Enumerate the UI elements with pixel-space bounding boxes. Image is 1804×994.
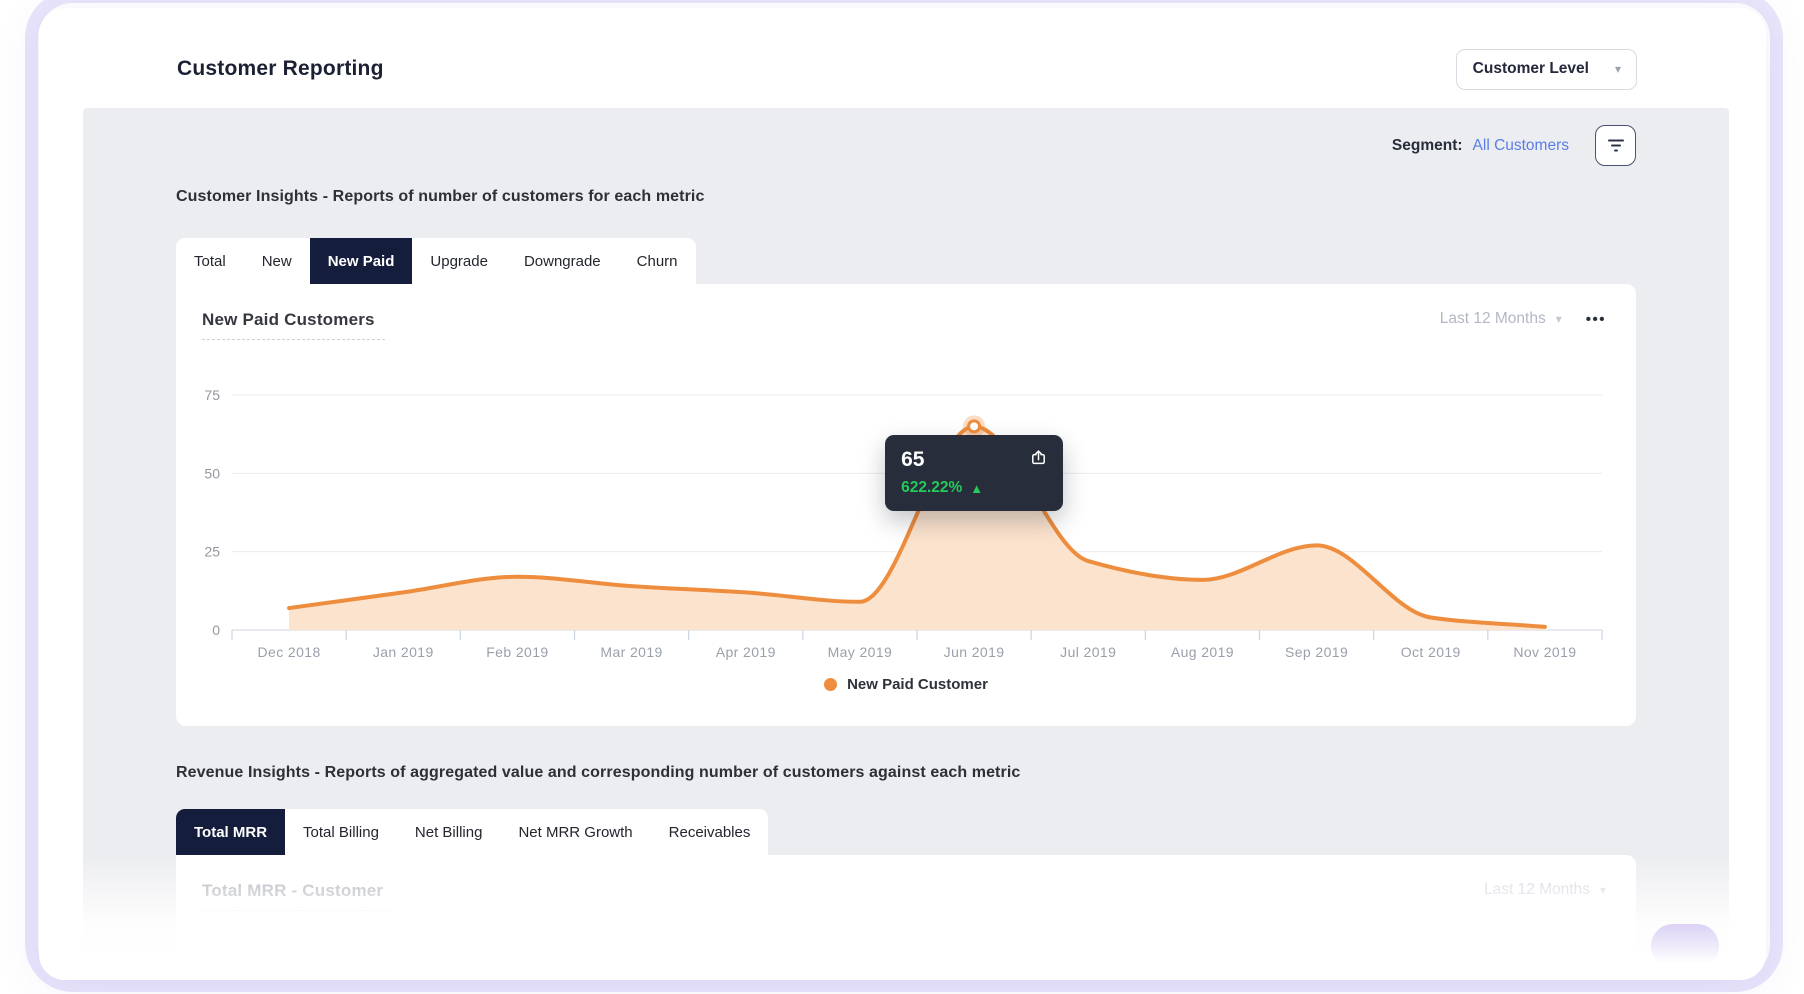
filter-icon: [1607, 139, 1624, 152]
customer-insights-heading: Customer Insights - Reports of number of…: [176, 188, 705, 205]
chevron-down-icon: ▾: [1599, 883, 1606, 897]
customer-tab-downgrade[interactable]: Downgrade: [506, 238, 619, 284]
x-axis-label: Nov 2019: [1513, 644, 1576, 660]
y-axis-label: 75: [204, 387, 220, 403]
line-chart[interactable]: 0 25 50 75 Dec 2018 Jan 2019 Feb 2019 Mar 2019 A…: [176, 370, 1612, 670]
revenue-tab-receivables[interactable]: Receivables: [651, 809, 769, 855]
export-icon[interactable]: [1030, 449, 1047, 471]
chart-title: Total MRR - Customer: [202, 881, 394, 911]
x-axis-label: Dec 2018: [258, 644, 321, 660]
revenue-insights-heading: Revenue Insights - Reports of aggregated…: [176, 764, 1021, 781]
customer-tab-new[interactable]: New: [244, 238, 310, 284]
customer-level-value: Customer Level: [1472, 60, 1589, 77]
x-axis-label: Jul 2019: [1060, 644, 1116, 660]
x-axis-label: Sep 2019: [1285, 644, 1348, 660]
x-axis-label: Jan 2019: [373, 644, 434, 660]
date-range-dropdown[interactable]: Last 12 Months ▾: [1484, 881, 1606, 899]
customer-tab-churn[interactable]: Churn: [619, 238, 696, 284]
y-axis-label: 50: [204, 465, 220, 481]
x-axis-label: Oct 2019: [1401, 644, 1461, 660]
customer-metric-tabs: Total New New Paid Upgrade Downgrade Churn: [176, 238, 696, 284]
chart-legend: New Paid Customer: [176, 676, 1636, 693]
data-point-marker: [967, 419, 982, 434]
app-window: Customer Reporting Customer Level ▾ Segm…: [39, 8, 1766, 980]
segment-value-link[interactable]: All Customers: [1472, 136, 1569, 154]
revenue-tab-total-billing[interactable]: Total Billing: [285, 809, 397, 855]
x-axis-label: Mar 2019: [600, 644, 662, 660]
segment-row: Segment: All Customers: [176, 108, 1636, 166]
window-header: Customer Reporting Customer Level ▾: [39, 8, 1766, 100]
up-arrow-icon: ▲: [970, 480, 984, 496]
segment-label: Segment:: [1391, 136, 1463, 154]
more-menu-button[interactable]: •••: [1585, 310, 1606, 328]
report-panel: Segment: All Customers Customer Insights…: [83, 108, 1729, 980]
decorative-blob: [1651, 924, 1719, 968]
tooltip-value: 65: [901, 448, 925, 472]
new-paid-customers-card: New Paid Customers Last 12 Months ▾ ••• …: [176, 284, 1636, 726]
x-axis-label: Feb 2019: [486, 644, 548, 660]
card-header: Total MRR - Customer Last 12 Months ▾: [176, 855, 1636, 941]
x-axis-label: May 2019: [828, 644, 893, 660]
y-axis-label: 25: [204, 544, 220, 560]
customer-tab-total[interactable]: Total: [176, 238, 244, 284]
decorative-frame-ring: [25, 0, 1783, 992]
revenue-tab-total-mrr[interactable]: Total MRR: [176, 809, 286, 855]
y-axis-label: 0: [212, 622, 220, 638]
total-mrr-card: Total MRR - Customer Last 12 Months ▾: [176, 855, 1636, 980]
customer-level-dropdown[interactable]: Customer Level ▾: [1455, 48, 1637, 90]
card-header: New Paid Customers Last 12 Months ▾ •••: [176, 284, 1636, 370]
filter-button[interactable]: [1595, 125, 1636, 166]
x-axis-label: Aug 2019: [1171, 644, 1234, 660]
date-range-value: Last 12 Months: [1439, 310, 1546, 327]
tooltip-change: 622.22% ▲: [901, 479, 1047, 497]
chart-canvas: 0 25 50 75 Dec 2018 Jan 2019 Feb 2019 Mar 2019 A…: [204, 387, 1603, 660]
date-range-value: Last 12 Months: [1483, 881, 1590, 898]
revenue-tab-net-mrr-growth[interactable]: Net MRR Growth: [500, 809, 650, 855]
chevron-down-icon: ▾: [1614, 62, 1621, 76]
chevron-down-icon: ▾: [1555, 312, 1562, 326]
customer-tab-upgrade[interactable]: Upgrade: [412, 238, 506, 284]
x-axis-label: Jun 2019: [944, 644, 1005, 660]
legend-dot: [824, 678, 838, 691]
page-title: Customer Reporting: [177, 57, 384, 80]
tooltip-change-value: 622.22%: [901, 479, 963, 497]
chart-tooltip: 65 622.22% ▲: [885, 435, 1064, 512]
revenue-metric-tabs: Total MRR Total Billing Net Billing Net MRR…: [176, 809, 769, 855]
date-range-dropdown[interactable]: Last 12 Months ▾: [1440, 310, 1562, 328]
x-axis-label: Apr 2019: [716, 644, 776, 660]
chart-title: New Paid Customers: [202, 310, 385, 340]
legend-label: New Paid Customer: [847, 676, 988, 693]
area-fill: [289, 426, 1545, 630]
revenue-tab-net-billing[interactable]: Net Billing: [397, 809, 501, 855]
customer-tab-new-paid[interactable]: New Paid: [309, 238, 413, 284]
